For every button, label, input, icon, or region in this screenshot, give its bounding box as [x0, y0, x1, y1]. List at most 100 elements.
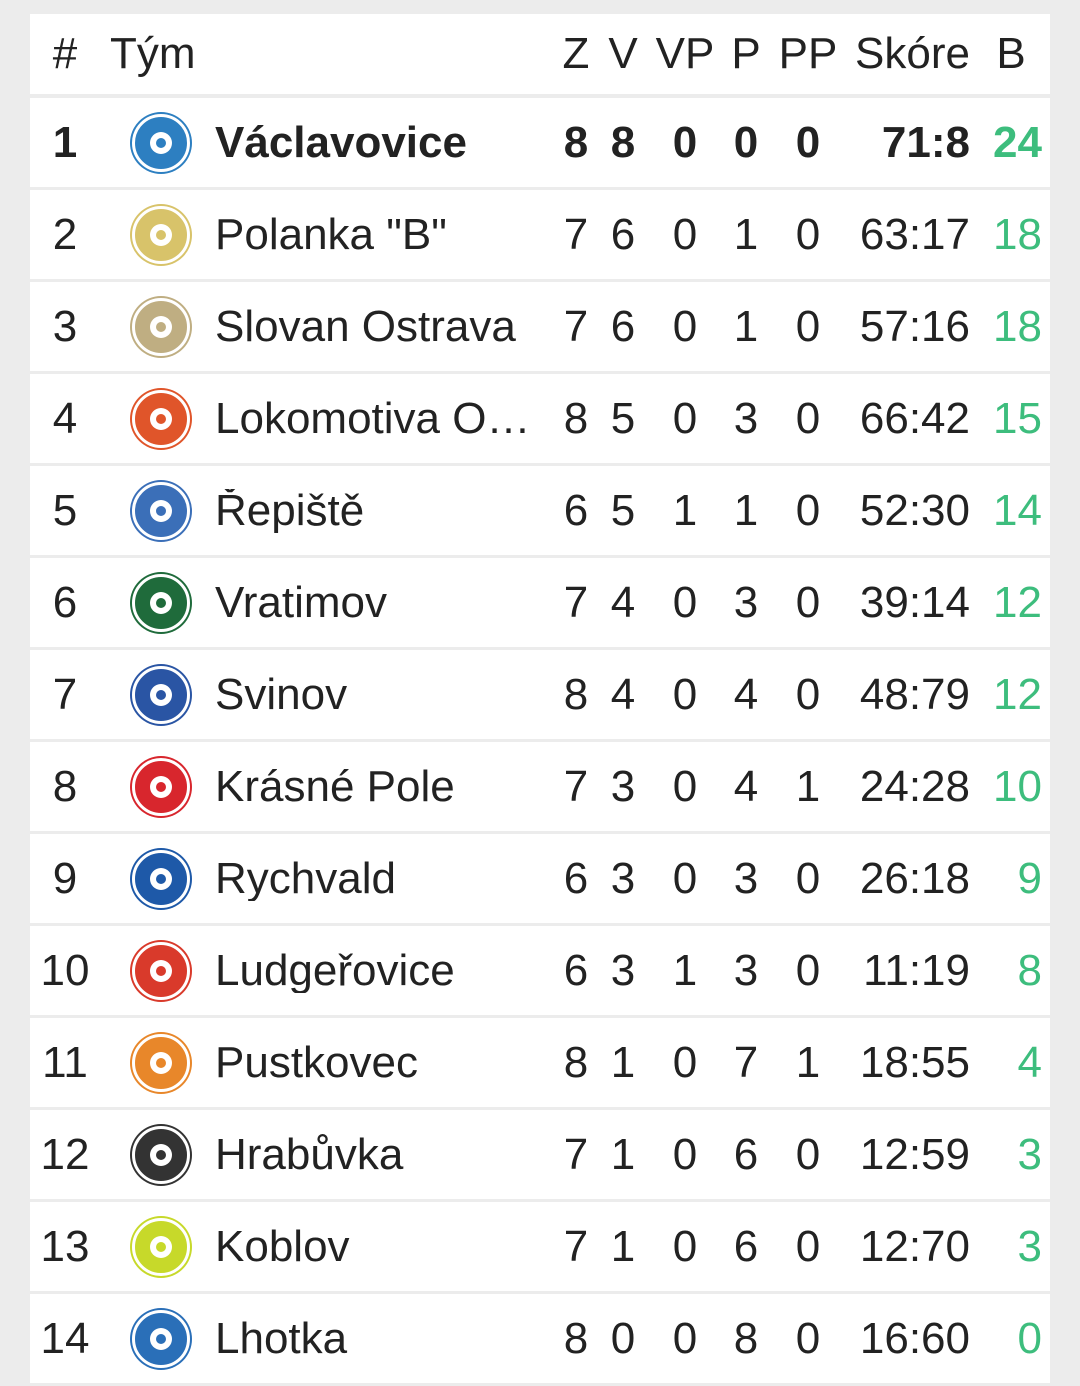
cell-wins: 5 [610, 485, 636, 535]
team-name-label: Řepiště [215, 488, 365, 533]
table-row[interactable]: 11 8 1 0 7 1 18:55 4 Pustkovec [30, 1018, 1050, 1107]
cell-penalty-wins: 0 [672, 577, 698, 627]
header-points: B [996, 29, 1026, 78]
cell-penalty-wins: 0 [672, 393, 698, 443]
table-row[interactable]: 8 7 3 0 4 1 24:28 10 Krásné Pole [30, 742, 1050, 831]
header-losses: P [731, 29, 761, 78]
team-name[interactable]: Hrabůvka [215, 1110, 535, 1199]
cell-wins: 8 [610, 117, 636, 167]
team-name-label: Hrabůvka [215, 1132, 404, 1177]
team-name[interactable]: Polanka "B" [215, 190, 535, 279]
cell-penalty-losses: 0 [795, 669, 821, 719]
slovan-ostrava-crest-icon [132, 297, 190, 356]
cell-rank: 9 [52, 853, 78, 903]
cell-points: 8 [1017, 945, 1042, 995]
table-row[interactable]: 2 7 6 0 1 0 63:17 18 Polanka "B" [30, 190, 1050, 279]
team-name[interactable]: Ludgeřovice [215, 926, 535, 1015]
koblov-crest-icon [132, 1217, 190, 1276]
team-logo [130, 466, 192, 555]
cell-losses: 3 [733, 393, 759, 443]
cell-rank: 11 [42, 1037, 88, 1087]
table-row[interactable]: 1 8 8 0 0 0 71:8 24 Václavovice [30, 98, 1050, 187]
cell-score: 12:70 [859, 1221, 970, 1271]
cell-points: 3 [1017, 1221, 1042, 1271]
team-name-label: Vratimov [215, 580, 387, 625]
cell-score: 18:55 [859, 1037, 970, 1087]
team-name[interactable]: Slovan Ostrava [215, 282, 535, 371]
cell-penalty-losses: 0 [795, 209, 821, 259]
cell-penalty-losses: 1 [795, 1037, 821, 1087]
table-row[interactable]: 6 7 4 0 3 0 39:14 12 Vratimov [30, 558, 1050, 647]
table-row[interactable]: 4 8 5 0 3 0 66:42 15 Lokomotiva O… [30, 374, 1050, 463]
rychvald-crest-icon [132, 849, 190, 908]
team-name[interactable]: Pustkovec [215, 1018, 535, 1107]
cell-penalty-wins: 0 [672, 301, 698, 351]
cell-score: 39:14 [859, 577, 970, 627]
team-name[interactable]: Rychvald [215, 834, 535, 923]
cell-penalty-losses: 0 [795, 577, 821, 627]
cell-score: 16:60 [859, 1313, 970, 1363]
team-name-label: Polanka "B" [215, 212, 447, 257]
cell-losses: 7 [733, 1037, 759, 1087]
cell-penalty-wins: 0 [672, 853, 698, 903]
table-row[interactable]: 12 7 1 0 6 0 12:59 3 Hrabůvka [30, 1110, 1050, 1199]
team-name-label: Koblov [215, 1224, 350, 1269]
cell-rank: 2 [52, 209, 78, 259]
lokomotiva-crest-icon [132, 389, 190, 448]
team-name-label: Lhotka [215, 1316, 348, 1361]
team-name[interactable]: Lhotka [215, 1294, 535, 1383]
cell-penalty-wins: 1 [672, 485, 698, 535]
cell-losses: 1 [733, 485, 759, 535]
cell-penalty-wins: 0 [672, 209, 698, 259]
cell-losses: 4 [733, 669, 759, 719]
lhotka-crest-icon [132, 1309, 190, 1368]
team-logo [130, 1202, 192, 1291]
header-rank: # [52, 29, 78, 78]
team-name-label: Slovan Ostrava [215, 304, 516, 349]
cell-score: 48:79 [859, 669, 970, 719]
team-logo [130, 650, 192, 739]
cell-played: 6 [563, 485, 589, 535]
team-name[interactable]: Krásné Pole [215, 742, 535, 831]
team-name[interactable]: Vratimov [215, 558, 535, 647]
team-name[interactable]: Koblov [215, 1202, 535, 1291]
cell-played: 7 [563, 209, 589, 259]
pustkovec-crest-icon [132, 1033, 190, 1092]
team-name-label: Pustkovec [215, 1040, 418, 1085]
cell-losses: 0 [733, 117, 759, 167]
table-row[interactable]: 13 7 1 0 6 0 12:70 3 Koblov [30, 1202, 1050, 1291]
team-logo [130, 190, 192, 279]
cell-points: 4 [1017, 1037, 1042, 1087]
cell-played: 7 [563, 1221, 589, 1271]
cell-rank: 6 [52, 577, 78, 627]
team-name[interactable]: Řepiště [215, 466, 535, 555]
cell-wins: 6 [610, 209, 636, 259]
table-row[interactable]: 3 7 6 0 1 0 57:16 18 Slovan Ostrava [30, 282, 1050, 371]
cell-points: 10 [993, 761, 1042, 811]
team-name[interactable]: Václavovice [215, 98, 535, 187]
table-row[interactable]: 10 6 3 1 3 0 11:19 8 Ludgeřovice [30, 926, 1050, 1015]
team-logo [130, 374, 192, 463]
team-name[interactable]: Lokomotiva O… [215, 374, 535, 463]
cell-wins: 0 [610, 1313, 636, 1363]
header-played: Z [562, 29, 590, 78]
header-team: Tým [110, 29, 196, 78]
cell-points: 12 [993, 577, 1042, 627]
cell-played: 8 [563, 1313, 589, 1363]
cell-played: 6 [563, 945, 589, 995]
table-row[interactable]: 7 8 4 0 4 0 48:79 12 Svinov [30, 650, 1050, 739]
team-logo [130, 282, 192, 371]
vratimov-crest-icon [132, 573, 190, 632]
cell-losses: 1 [733, 301, 759, 351]
cell-wins: 3 [610, 853, 636, 903]
cell-penalty-wins: 1 [672, 945, 698, 995]
table-row[interactable]: 5 6 5 1 1 0 52:30 14 Řepiště [30, 466, 1050, 555]
team-name[interactable]: Svinov [215, 650, 535, 739]
vaclavovice-crest-icon [132, 113, 190, 172]
cell-losses: 3 [733, 853, 759, 903]
table-row[interactable]: 14 8 0 0 8 0 16:60 0 Lhotka [30, 1294, 1050, 1383]
cell-wins: 3 [610, 945, 636, 995]
cell-score: 71:8 [881, 117, 970, 167]
table-row[interactable]: 9 6 3 0 3 0 26:18 9 Rychvald [30, 834, 1050, 923]
cell-penalty-losses: 0 [795, 117, 821, 167]
